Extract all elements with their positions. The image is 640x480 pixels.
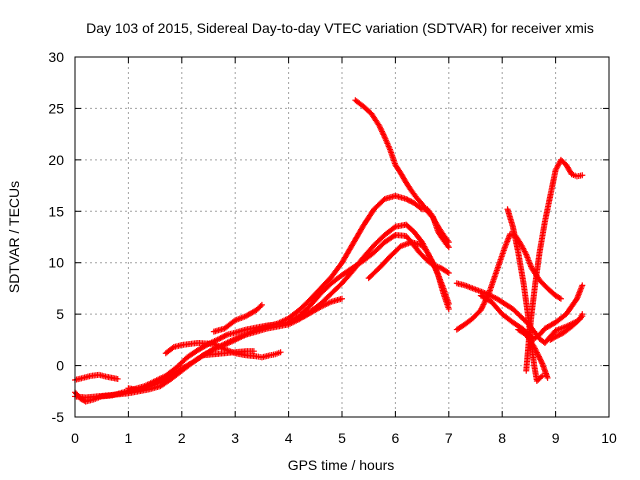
series-sat-b (72, 231, 452, 405)
x-tick-label: 6 (392, 430, 400, 446)
series-markers (210, 301, 265, 335)
series-sat-f (365, 239, 452, 307)
series-markers (200, 348, 257, 359)
series-sat-e (352, 97, 452, 246)
x-tick-label: 7 (445, 430, 453, 446)
axes: 0 1 2 3 4 5 6 7 8 9 10 -5 0 5 10 15 20 25 30 (48, 49, 617, 446)
series-markers (72, 221, 452, 401)
x-tick-label: 5 (338, 430, 346, 446)
y-tick-label: 25 (48, 100, 64, 116)
series-markers (547, 311, 586, 343)
series-markers (72, 371, 121, 383)
series-sat-j (285, 295, 345, 326)
x-axis-title: GPS time / hours (288, 457, 395, 473)
x-tick-label: 4 (285, 430, 293, 446)
y-tick-label: -5 (52, 409, 65, 425)
series-sat-i (210, 301, 265, 335)
series-sat-o (523, 156, 586, 374)
data-marks (72, 97, 586, 405)
x-tick-label: 10 (601, 430, 617, 446)
y-tick-label: 30 (48, 49, 64, 65)
series-markers (352, 97, 452, 246)
y-tick-label: 20 (48, 152, 64, 168)
series-sat-h (200, 348, 257, 359)
series-markers (125, 192, 452, 394)
x-tick-label: 2 (178, 430, 186, 446)
series-sat-q (547, 311, 586, 343)
x-tick-label: 9 (552, 430, 560, 446)
x-tick-label: 0 (71, 430, 79, 446)
series-sat-p (515, 326, 551, 381)
series-markers (523, 156, 586, 374)
y-tick-label: 15 (48, 203, 64, 219)
y-tick-label: 5 (56, 306, 64, 322)
series-markers (72, 231, 452, 405)
x-tick-label: 8 (498, 430, 506, 446)
x-tick-label: 1 (125, 430, 133, 446)
series-sat-d (125, 192, 452, 394)
chart-title: Day 103 of 2015, Sidereal Day-to-day VTE… (86, 20, 594, 36)
series-markers (515, 326, 551, 381)
series-sat-a (72, 371, 121, 383)
x-tick-label: 3 (231, 430, 239, 446)
series-markers (365, 239, 452, 307)
y-tick-label: 0 (56, 358, 64, 374)
y-tick-label: 10 (48, 255, 64, 271)
series-markers (285, 295, 345, 326)
series-sat-c (72, 221, 452, 401)
y-axis-title: SDTVAR / TECUs (6, 181, 22, 293)
